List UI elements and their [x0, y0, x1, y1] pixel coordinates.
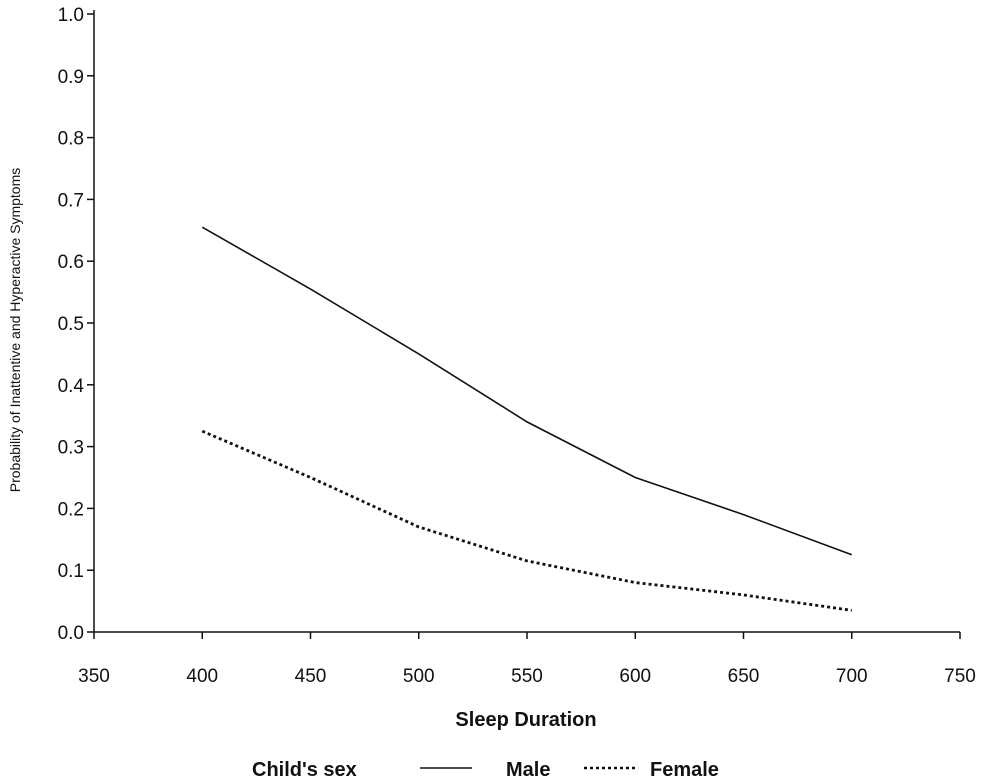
x-tick-label: 400	[186, 666, 218, 687]
y-tick-label: 0.3	[58, 438, 84, 459]
y-tick-label: 0.7	[58, 190, 84, 211]
y-tick-label: 0.4	[58, 376, 85, 397]
legend-title: Child's sex	[252, 759, 357, 781]
x-tick-label: 650	[728, 666, 760, 687]
legend-label-female: Female	[650, 759, 719, 781]
series-layer	[201, 226, 853, 612]
y-tick-label: 0.9	[58, 67, 84, 88]
y-ticks: 0.0 0.1 0.2 0.3 0.4 0.5 0.6 0.7 0.8 0.9 1.0	[58, 5, 94, 644]
y-tick-label: 0.6	[58, 252, 84, 273]
x-tick-label: 750	[944, 666, 976, 687]
x-tick-label: 500	[403, 666, 435, 687]
y-tick-label: 0.0	[58, 623, 84, 644]
series-line-male	[201, 226, 853, 556]
x-tick-label: 450	[295, 666, 327, 687]
legend-label-male: Male	[506, 759, 550, 781]
y-tick-label: 0.5	[58, 314, 84, 335]
series-line-female	[201, 429, 852, 612]
x-tick-label: 600	[619, 666, 651, 687]
x-tick-label: 350	[78, 666, 110, 687]
x-axis-title: Sleep Duration	[455, 709, 596, 731]
y-tick-label: 0.8	[58, 129, 84, 150]
y-tick-label: 0.1	[58, 561, 84, 582]
y-tick-label: 0.2	[58, 499, 84, 520]
x-ticks: 350 400 450 500 550 600 650 700 750	[78, 632, 976, 687]
y-axis-title: Probability of Inattentive and Hyperacti…	[7, 168, 23, 493]
x-tick-label: 550	[511, 666, 543, 687]
legend: Child's sex Male Female	[252, 759, 719, 781]
x-tick-label: 700	[836, 666, 868, 687]
y-tick-label: 1.0	[58, 5, 84, 26]
